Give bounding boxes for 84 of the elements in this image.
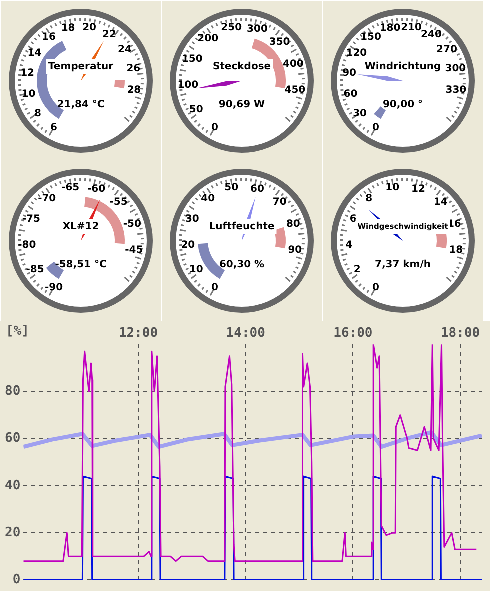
x-tick-label: 12:00 (118, 326, 158, 342)
text: -50 (123, 219, 142, 230)
text: Steckdose (212, 62, 272, 73)
text: -60 (87, 184, 106, 195)
text: 270 (436, 44, 458, 56)
text: 12 (412, 184, 426, 195)
y-tick-label: 40 (4, 478, 21, 494)
text: 60 (344, 89, 358, 100)
text: 90 (342, 68, 357, 79)
text: 24 (118, 44, 132, 56)
text: 30 (353, 108, 368, 120)
text: 300 (445, 64, 466, 75)
text: 150 (360, 32, 382, 44)
text: 90 (288, 244, 302, 256)
text: 150 (182, 54, 203, 66)
text: 90,69 W (218, 100, 266, 111)
text: 21,84 °C (57, 100, 105, 111)
text: -65 (62, 182, 80, 194)
text: 120 (346, 48, 368, 59)
text: 200 (198, 34, 219, 45)
text: 0 (372, 282, 380, 294)
text: 80 (286, 219, 300, 230)
text: 400 (282, 59, 304, 70)
text: 20 (181, 240, 196, 251)
text: Luftfeuchte (209, 222, 275, 233)
text: 10 (386, 182, 400, 194)
text: 50 (224, 182, 239, 194)
text: 18 (449, 244, 464, 256)
text: 240 (421, 30, 442, 41)
text: 10 (22, 89, 36, 100)
x-tick-label: 14:00 (226, 326, 266, 342)
text: 0 (212, 122, 219, 134)
text: 8 (366, 194, 373, 205)
text: 22 (102, 30, 116, 41)
text: 0 (212, 282, 219, 294)
text: Temperatur (48, 62, 114, 73)
text: 90,00 ° (382, 100, 424, 111)
text: 60,30 % (219, 260, 265, 271)
x-tick-label: 16:00 (334, 326, 373, 342)
text: 14 (28, 48, 42, 59)
text: 18 (61, 23, 76, 34)
y-tick-label: 20 (4, 525, 21, 540)
text: 300 (247, 24, 268, 35)
y-tick-label: 0 (12, 572, 21, 588)
text: 210 (401, 22, 422, 34)
text: 40 (201, 194, 216, 205)
text: 6 (350, 214, 357, 226)
text: 30 (185, 214, 200, 226)
text: XL#12 (62, 222, 100, 233)
text: 50 (189, 104, 204, 116)
text: 0 (372, 122, 380, 134)
text: 20 (82, 22, 97, 34)
text: 350 (269, 37, 290, 48)
text: 14 (434, 197, 448, 208)
text: -70 (38, 194, 56, 205)
text: Windrichtung (364, 62, 442, 73)
text: 26 (126, 64, 141, 75)
text: -55 (110, 197, 128, 208)
text: 28 (127, 84, 142, 96)
text: 10 (189, 264, 204, 276)
text: -45 (125, 244, 144, 256)
text: 60 (250, 184, 264, 195)
y-tick-label: 80 (4, 384, 21, 400)
text: 450 (284, 84, 306, 96)
text: 16 (42, 32, 56, 44)
text: 12 (20, 68, 35, 79)
x-tick-label: 18:00 (440, 326, 480, 342)
text: 7,37 km/h (375, 260, 431, 271)
text: -80 (18, 240, 36, 251)
y-tick-label: 60 (4, 431, 21, 446)
text: 250 (221, 22, 242, 34)
text: 4 (346, 240, 353, 251)
text: -58,51 °C (55, 260, 107, 271)
text: 180 (380, 23, 401, 34)
text: 6 (50, 122, 58, 134)
text: -85 (26, 264, 44, 276)
text: 100 (178, 80, 199, 91)
text: -90 (44, 282, 64, 294)
text: 70 (272, 197, 287, 208)
y-axis-title: [%] (6, 324, 30, 339)
text: 330 (446, 84, 467, 96)
text: -75 (22, 214, 40, 226)
text: 8 (34, 108, 42, 120)
text: 2 (354, 264, 361, 276)
